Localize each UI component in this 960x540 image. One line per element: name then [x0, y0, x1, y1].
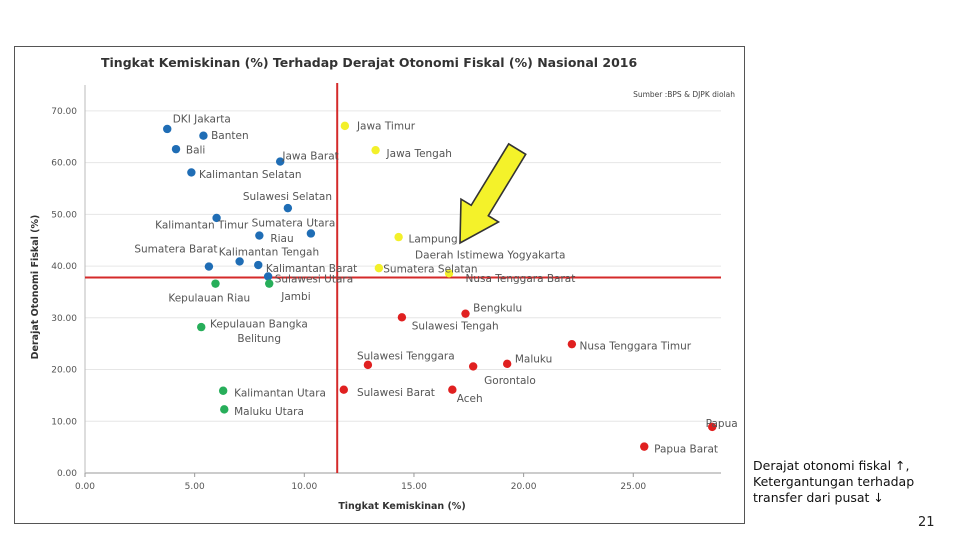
- data-point-riau: [255, 231, 264, 240]
- y-tick-label: 20.00: [51, 366, 77, 376]
- point-label: Bengkulu: [473, 302, 522, 314]
- x-tick-label: 25.00: [620, 482, 646, 492]
- data-point-jawa-tengah: [371, 145, 380, 155]
- point-label: Sumatera Selatan: [383, 264, 477, 276]
- point-label: Jawa Timur: [356, 120, 416, 132]
- data-point-sumatera-barat: [204, 262, 214, 271]
- data-point-banten: [199, 131, 208, 140]
- point-label: Sulawesi Tengah: [412, 321, 499, 333]
- point-label: Kalimantan Barat: [266, 263, 357, 275]
- point-label: Daerah Istimewa Yogyakarta: [415, 250, 565, 262]
- point-label: Kalimantan Utara: [234, 387, 326, 399]
- point-label: Jawa Tengah: [386, 148, 452, 160]
- point-label: Sulawesi Barat: [357, 387, 435, 399]
- scatter-chart: Tingkat Kemiskinan (%) Terhadap Derajat …: [30, 55, 738, 512]
- data-point-kalimantan-barat: [254, 260, 263, 270]
- data-point-kalimantan-tengah: [235, 257, 244, 266]
- data-point-maluku: [502, 359, 512, 369]
- data-point-sumatera-utara: [306, 229, 316, 238]
- caption-line-2: Ketergantungan terhadap: [753, 474, 915, 489]
- y-tick-label: 50.00: [51, 210, 77, 220]
- data-point-bali: [171, 144, 181, 154]
- data-point-maluku-utara: [220, 405, 229, 414]
- x-tick-label: 5.00: [185, 482, 205, 492]
- data-point-jambi: [265, 279, 274, 288]
- point-label: Kepulauan Riau: [168, 293, 250, 305]
- point-label: Kalimantan Timur: [155, 220, 249, 232]
- y-tick-label: 60.00: [51, 159, 77, 169]
- x-axis-title: Tingkat Kemiskinan (%): [338, 501, 465, 512]
- point-label: Kalimantan Selatan: [199, 169, 302, 181]
- data-point-sulawesi-selatan: [283, 203, 293, 213]
- data-point-papua: [708, 422, 717, 432]
- data-point-lampung: [394, 232, 403, 242]
- point-label: Lampung: [408, 234, 457, 246]
- point-label: Maluku: [515, 354, 552, 366]
- y-tick-label: 30.00: [51, 314, 77, 324]
- point-label: Sulawesi Tenggara: [357, 351, 455, 363]
- y-tick-label: 10.00: [51, 417, 77, 427]
- point-label: Aceh: [457, 393, 483, 405]
- data-point-jawa-barat: [275, 157, 285, 166]
- data-point-kalimantan-selatan: [187, 168, 196, 177]
- data-point-kepulauan-riau: [211, 279, 220, 288]
- point-label: Jambi: [280, 291, 310, 303]
- source-note: Sumber :BPS & DJPK diolah: [633, 90, 735, 99]
- data-point-bengkulu: [461, 309, 470, 318]
- chart-frame: Tingkat Kemiskinan (%) Terhadap Derajat …: [14, 46, 745, 524]
- data-point-sulawesi-barat: [339, 385, 348, 394]
- point-label: Bali: [186, 145, 205, 157]
- point-label: Jawa Barat: [281, 150, 338, 162]
- y-tick-label: 0.00: [57, 469, 77, 479]
- data-point-sulawesi-tengah: [397, 313, 407, 322]
- y-axis-title: Derajat Otonomi Fiskal (%): [30, 215, 41, 360]
- point-label: Nusa Tenggara Barat: [466, 273, 576, 285]
- point-label: Papua: [706, 418, 738, 430]
- point-label: Maluku Utara: [234, 406, 304, 418]
- point-label: Banten: [211, 130, 249, 142]
- x-tick-label: 20.00: [511, 482, 537, 492]
- data-point-kalimantan-timur: [212, 213, 221, 223]
- y-tick-label: 70.00: [51, 107, 77, 117]
- caption: Derajat otonomi fiskal ↑, Ketergantungan…: [753, 458, 953, 506]
- point-label: Sulawesi Utara: [275, 273, 353, 285]
- data-point-sulawesi-utara: [263, 272, 273, 281]
- point-label: Papua Barat: [654, 444, 718, 456]
- point-label: Kepulauan Bangka: [210, 318, 308, 330]
- caption-line-1: Derajat otonomi fiskal ↑,: [753, 458, 910, 473]
- data-point-sulawesi-tenggara: [363, 360, 373, 370]
- x-tick-label: 0.00: [75, 482, 95, 492]
- point-label: Sumatera Utara: [252, 218, 336, 230]
- y-tick-label: 40.00: [51, 262, 77, 272]
- chart-title: Tingkat Kemiskinan (%) Terhadap Derajat …: [101, 55, 637, 70]
- point-label: Sumatera Barat: [134, 243, 217, 255]
- caption-line-3: transfer dari pusat ↓: [753, 490, 884, 505]
- point-label: DKI Jakarta: [173, 114, 231, 126]
- point-label: Belitung: [237, 333, 281, 345]
- data-point-jawa-timur: [340, 121, 350, 131]
- point-label: Riau: [270, 233, 293, 245]
- data-point-dki-jakarta: [163, 124, 172, 134]
- point-label: Sulawesi Selatan: [243, 191, 332, 203]
- annotation-arrow: [459, 142, 527, 245]
- data-point-sumatera-selatan: [374, 263, 384, 273]
- data-point-kalimantan-utara: [218, 386, 228, 395]
- x-tick-label: 15.00: [401, 482, 427, 492]
- point-label: Kalimantan Tengah: [219, 247, 319, 259]
- point-label: Nusa Tenggara Timur: [580, 341, 692, 353]
- data-point-daerah-istimewa-yogyakarta: [444, 269, 454, 278]
- data-point-papua-barat: [640, 442, 649, 451]
- data-point-nusa-tenggara-timur: [567, 339, 577, 349]
- point-label: Gorontalo: [484, 375, 536, 387]
- data-point-aceh: [448, 385, 457, 394]
- data-point-gorontalo: [468, 362, 478, 371]
- x-tick-label: 10.00: [291, 482, 317, 492]
- data-point-kepulauan-bangka-belitung: [197, 322, 206, 332]
- page-number: 21: [918, 515, 935, 530]
